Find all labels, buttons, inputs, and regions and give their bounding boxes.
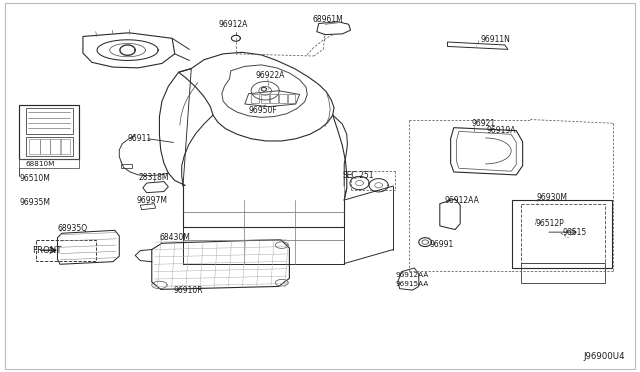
Text: 68430M: 68430M <box>159 233 190 242</box>
Text: 96912AA: 96912AA <box>395 272 429 278</box>
Text: 96991: 96991 <box>429 240 454 249</box>
Text: 96910R: 96910R <box>173 286 203 295</box>
Text: 96912AA: 96912AA <box>444 196 479 205</box>
Text: SEC.251: SEC.251 <box>342 171 374 180</box>
Text: 96921: 96921 <box>472 119 496 128</box>
Text: 96512P: 96512P <box>536 219 564 228</box>
Text: 96930M: 96930M <box>537 193 568 202</box>
Text: 96911: 96911 <box>127 134 152 142</box>
Text: 96997M: 96997M <box>136 196 168 205</box>
Text: 96935M: 96935M <box>19 198 50 207</box>
Text: 28318M: 28318M <box>138 173 169 182</box>
Text: 96919A: 96919A <box>487 126 516 135</box>
Text: 68961M: 68961M <box>312 15 343 24</box>
Text: 96922A: 96922A <box>255 71 284 80</box>
Text: 96510M: 96510M <box>19 174 50 183</box>
Text: FRONT: FRONT <box>33 246 62 255</box>
Text: 96912A: 96912A <box>218 20 248 29</box>
Text: 96515: 96515 <box>562 228 586 237</box>
Text: J96900U4: J96900U4 <box>583 352 625 361</box>
Text: 96911N: 96911N <box>481 35 511 44</box>
Text: 68810M: 68810M <box>26 161 55 167</box>
Text: 96950F: 96950F <box>248 106 277 115</box>
Text: 68935Q: 68935Q <box>58 224 88 233</box>
Text: 96915AA: 96915AA <box>395 281 429 287</box>
